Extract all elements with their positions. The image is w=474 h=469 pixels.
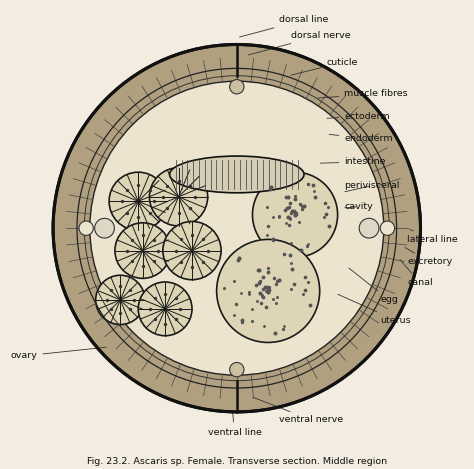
Text: ectoderm: ectoderm [327, 112, 390, 121]
Circle shape [138, 282, 192, 336]
Text: excretory: excretory [405, 248, 452, 266]
Text: canal: canal [400, 259, 433, 287]
Text: uterus: uterus [338, 294, 411, 325]
Circle shape [109, 172, 167, 230]
Text: muscle fibres: muscle fibres [318, 89, 408, 98]
Circle shape [380, 221, 394, 235]
Circle shape [96, 275, 145, 325]
Text: ventral line: ventral line [208, 412, 262, 437]
Text: cavity: cavity [344, 202, 373, 211]
Circle shape [163, 221, 221, 280]
Text: ventral nerve: ventral nerve [253, 397, 344, 424]
Circle shape [229, 80, 244, 94]
Text: Fig. 23.2. Ascaris sp. Female. Transverse section. Middle region: Fig. 23.2. Ascaris sp. Female. Transvers… [87, 457, 387, 466]
Circle shape [359, 219, 379, 238]
Text: cuticle: cuticle [291, 58, 358, 75]
Text: dorsal line: dorsal line [239, 15, 329, 37]
Circle shape [90, 81, 384, 375]
Circle shape [53, 45, 420, 412]
Text: lateral line: lateral line [407, 229, 458, 244]
Text: dorsal nerve: dorsal nerve [248, 31, 350, 55]
Text: egg: egg [349, 268, 398, 304]
Circle shape [79, 221, 93, 235]
Circle shape [217, 239, 319, 342]
Circle shape [149, 168, 208, 226]
Circle shape [95, 219, 114, 238]
Circle shape [115, 223, 171, 279]
Circle shape [229, 363, 244, 377]
Text: ovary: ovary [10, 347, 106, 360]
Text: intestine: intestine [320, 158, 386, 166]
Text: perivisceral: perivisceral [344, 181, 400, 192]
Text: endoderm: endoderm [329, 134, 393, 143]
Ellipse shape [170, 156, 304, 193]
Circle shape [253, 172, 337, 257]
